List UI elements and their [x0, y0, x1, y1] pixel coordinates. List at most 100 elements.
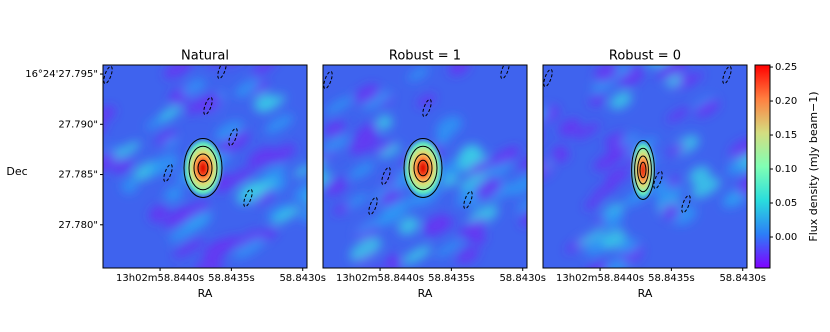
noise-blob: [605, 167, 630, 185]
noise-blob: [379, 188, 402, 206]
contour: [413, 153, 433, 183]
noise-blob: [584, 198, 601, 210]
noise-blob: [587, 282, 624, 313]
noise-blob: [264, 114, 294, 134]
noise-blob: [619, 133, 640, 147]
negative-contour: [243, 188, 253, 208]
noise-blob: [543, 165, 555, 183]
contour: [403, 138, 443, 198]
noise-blob: [233, 238, 265, 259]
noise-blob: [163, 65, 193, 79]
x-tick-label: 13h02m58.8440s: [556, 273, 644, 284]
noise-blob: [234, 78, 261, 98]
noise-blob: [666, 107, 691, 123]
x-tick-label: 13h02m58.8440s: [116, 273, 204, 284]
noise-blob: [354, 121, 380, 138]
noise-blob: [348, 161, 375, 180]
contour: [408, 145, 438, 191]
y-tick-label: 27.780": [58, 220, 98, 231]
noise-blob: [455, 25, 476, 44]
negative-contour: [500, 65, 510, 80]
noise-blob: [385, 254, 402, 268]
noise-blob: [488, 146, 521, 167]
negative-contour: [163, 163, 173, 183]
noise: [543, 65, 747, 313]
noise-blob: [294, 164, 307, 178]
negative-contour: [463, 190, 473, 210]
x-tick-label: 58.8430s: [279, 273, 326, 284]
source: [405, 141, 441, 195]
contour: [183, 138, 223, 198]
noise-blob: [202, 239, 230, 260]
noise-blob: [375, 114, 393, 131]
colorbar-tick-label: 0.05: [775, 198, 797, 209]
noise-blob: [323, 134, 350, 155]
negative-contour: [368, 196, 378, 216]
panel-title: Robust = 1: [389, 49, 461, 64]
noise-blob: [435, 239, 464, 257]
noise-blob: [458, 171, 488, 191]
colorbar-tick-label: 0.15: [775, 130, 797, 141]
noise-blob: [167, 206, 192, 225]
noise-blob: [149, 153, 179, 176]
noise-blob: [325, 96, 354, 115]
source-level: [419, 162, 427, 174]
noise-blob: [469, 227, 486, 245]
noise-blob: [252, 178, 277, 195]
colorbar: [754, 64, 771, 269]
y-tick-label: 27.785": [58, 170, 98, 181]
noise-blob: [416, 93, 436, 108]
noise-blob: [214, 120, 244, 141]
noise-blob: [355, 217, 383, 235]
contour: [637, 155, 649, 185]
noise-blob: [655, 185, 685, 205]
noise-blob: [592, 182, 617, 199]
y-tick-label: 16°24'27.795": [25, 69, 98, 80]
noise-blob: [729, 138, 747, 160]
noise-blob: [407, 66, 430, 82]
noise-blob: [293, 179, 307, 203]
negative-contour: [381, 166, 391, 186]
image: [323, 25, 527, 268]
noise-blob: [436, 115, 463, 137]
noise-blob: [349, 237, 382, 261]
source: [185, 141, 221, 195]
noise-blob: [402, 245, 432, 265]
noise-blob: [349, 132, 380, 155]
noise-blob: [656, 65, 689, 80]
noise-blob: [577, 228, 606, 247]
contour: [631, 140, 655, 200]
noise-blob: [601, 229, 627, 250]
noise-blob: [323, 171, 331, 191]
negative-contour: [653, 170, 663, 190]
noise-blob: [112, 141, 141, 160]
source-level: [640, 164, 646, 176]
noise-blob: [594, 65, 618, 83]
noise-blob: [475, 178, 503, 199]
noise-blob: [574, 122, 600, 140]
noise-blob: [121, 178, 138, 194]
negative-contour: [228, 127, 238, 147]
noise-blob: [354, 84, 380, 104]
frame: [102, 64, 308, 269]
noise-blob: [422, 214, 449, 234]
negative-contour: [217, 65, 227, 80]
noise-blob: [543, 107, 550, 123]
noise-blob: [181, 78, 206, 97]
x-label: RA: [418, 287, 433, 300]
noise-blob: [726, 160, 745, 175]
noise-blob: [271, 205, 302, 225]
panel-title: Natural: [181, 49, 229, 64]
noise-blob: [398, 216, 420, 235]
noise-blob: [435, 133, 451, 146]
noise-blob: [737, 175, 747, 196]
noise-blob: [163, 137, 179, 149]
contour: [634, 147, 652, 193]
noise-blob: [172, 238, 205, 258]
x-label: RA: [198, 287, 213, 300]
x-label: RA: [638, 287, 653, 300]
panel-title: Robust = 0: [609, 49, 681, 64]
image: [543, 65, 747, 313]
negative-contour: [323, 70, 333, 90]
